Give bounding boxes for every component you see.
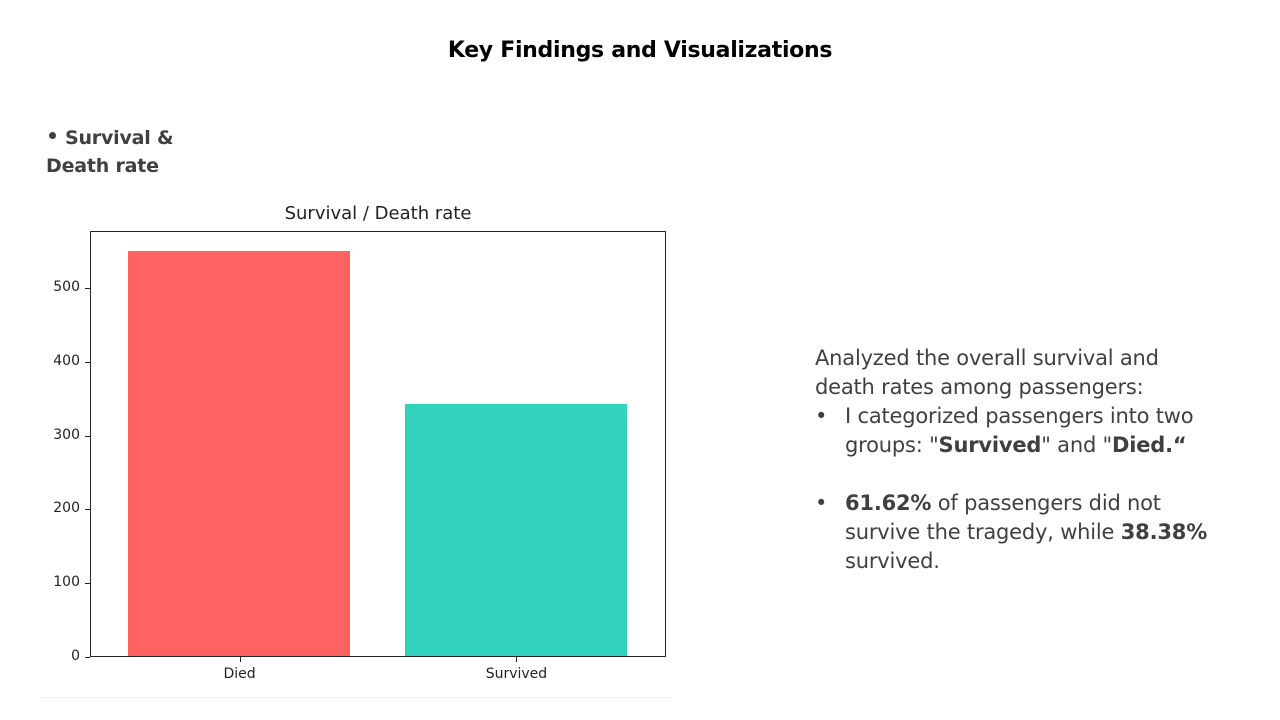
- section-heading-line1: Survival &: [65, 127, 174, 149]
- bar-survived: [405, 403, 627, 656]
- text-span: of passengers did not survive the traged…: [845, 491, 1161, 544]
- bold-survived-pct: 38.38%: [1120, 520, 1208, 544]
- figure-border: [40, 697, 670, 698]
- text-span: survived.: [845, 549, 940, 573]
- y-tick-label: 500: [53, 278, 80, 295]
- bold-survived: Survived: [938, 433, 1042, 457]
- slide-title: Key Findings and Visualizations: [447, 38, 833, 63]
- text-span: " and ": [1041, 433, 1113, 457]
- y-tick-label: 200: [53, 500, 80, 517]
- finding-percentages: 61.62% of passengers did not survive the…: [815, 489, 1235, 576]
- chart-title: Survival / Death rate: [284, 203, 472, 224]
- finding-categorized: I categorized passengers into two groups…: [815, 402, 1235, 460]
- findings-list: I categorized passengers into two groups…: [815, 402, 1235, 576]
- y-tick-label: 100: [53, 574, 80, 591]
- intro-line1: Analyzed the overall survival and: [815, 346, 1159, 370]
- bar-died: [128, 250, 350, 656]
- bold-died: Died.“: [1112, 433, 1187, 457]
- x-tick-label: Died: [223, 666, 256, 682]
- y-tick-label: 0: [71, 648, 80, 664]
- x-tick-label: Survived: [485, 666, 548, 682]
- findings-text: Analyzed the overall survival and death …: [815, 344, 1235, 576]
- bullet-icon: [49, 132, 56, 139]
- text-span: I categorized passengers into two groups…: [845, 404, 1194, 457]
- section-heading: Survival & Death rate: [46, 124, 174, 180]
- y-tick-label: 400: [53, 352, 80, 369]
- section-heading-line2: Death rate: [46, 155, 159, 177]
- bold-died-pct: 61.62%: [845, 491, 932, 515]
- y-tick-label: 300: [53, 426, 80, 443]
- chart-axes: [90, 231, 666, 657]
- spacer: [815, 460, 1235, 489]
- intro-line2: death rates among passengers:: [815, 375, 1144, 399]
